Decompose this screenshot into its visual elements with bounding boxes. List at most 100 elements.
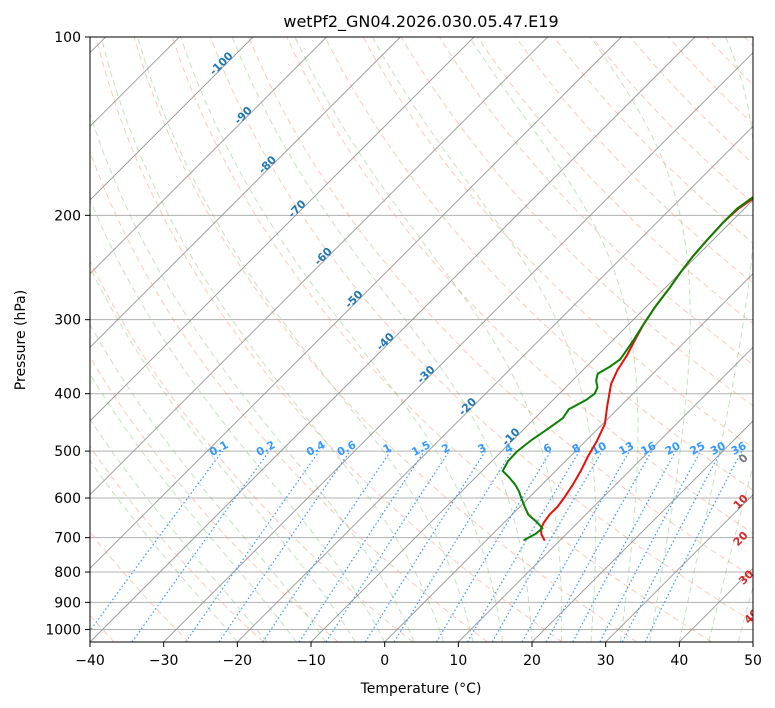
pressure-gridlines	[90, 37, 753, 630]
dry-adiabat	[133, 37, 638, 642]
moist-adiabat	[137, 37, 474, 642]
mixing-ratio-label: 25	[688, 439, 708, 458]
isotherm	[90, 37, 549, 496]
dry-adiabat	[515, 37, 753, 284]
x-tick-label: 30	[597, 653, 615, 669]
y-tick-label: 200	[54, 208, 81, 224]
x-tick-label: −30	[149, 653, 179, 669]
mixing-ratio-line	[572, 450, 677, 642]
chart-title: wetPf2_GN04.2026.030.05.47.E19	[283, 12, 558, 32]
isotherm	[90, 37, 475, 422]
dry-adiabat	[477, 37, 753, 325]
y-tick-label: 600	[54, 491, 81, 507]
mixing-ratio-line	[325, 450, 450, 642]
mixing-ratio-label: 16	[639, 439, 659, 458]
mixing-ratio-label: 20	[663, 439, 683, 458]
moist-adiabat	[708, 464, 753, 642]
dry-adiabat	[90, 259, 414, 642]
moist-adiabat	[590, 37, 691, 642]
mixing-ratio-line	[185, 450, 320, 642]
dewpoint-trace	[501, 195, 753, 541]
dry-adiabat	[171, 37, 712, 642]
isotherm	[384, 272, 753, 642]
dry-adiabat	[90, 445, 264, 642]
x-tick-label: 50	[744, 653, 762, 669]
moist-adiabat	[180, 37, 503, 642]
dry-adiabat	[400, 37, 753, 407]
x-tick-label: −20	[223, 653, 253, 669]
moist-adiabat	[737, 585, 753, 642]
mixing-ratio-line	[131, 450, 270, 642]
mixing-ratio-line	[521, 450, 631, 642]
isotherm	[457, 346, 753, 642]
moist-adiabat	[294, 37, 563, 642]
dry-adiabat	[591, 37, 753, 204]
mixing-ratio-lines	[90, 450, 743, 642]
mixing-ratio-label: 36	[729, 439, 749, 458]
mixing-ratio-line	[364, 450, 486, 642]
moist-adiabat	[231, 37, 533, 642]
plot-area: -100-90-80-70-60-50-40-30-20-100.1 0.2 0.4…	[90, 37, 762, 642]
moist-adiabat	[90, 112, 415, 642]
y-axis-title: Pressure (hPa)	[13, 290, 29, 390]
mixing-ratio-line	[491, 450, 603, 642]
y-tick-label: 800	[54, 565, 81, 581]
moist-adiabat	[90, 266, 356, 642]
dry-adiabats	[90, 37, 753, 642]
moist-adiabat	[90, 323, 327, 642]
moist-adiabat	[90, 418, 268, 642]
moist-adiabat	[90, 198, 386, 642]
moist-adiabats	[90, 37, 753, 642]
isotherm	[90, 37, 328, 275]
moist-adiabat	[468, 37, 639, 642]
moist-adiabat	[678, 37, 753, 642]
mixing-ratio-line	[218, 450, 351, 642]
dry-adiabat	[248, 37, 753, 578]
x-axis-ticks: −40 −30 −20 −10 0 10 20 30 40 50	[75, 642, 762, 669]
isotherm	[310, 199, 753, 642]
mixing-ratio-line	[545, 450, 653, 642]
x-tick-label: 20	[523, 653, 541, 669]
isotherms	[90, 37, 753, 642]
mixing-ratio-line	[393, 450, 513, 642]
mixing-ratio-label: 30	[708, 439, 728, 458]
isotherm	[163, 51, 753, 642]
moist-adiabat	[90, 459, 238, 642]
x-axis-title: Temperature (°C)	[360, 681, 482, 697]
mixing-ratio-line	[466, 450, 580, 642]
dry-adiabat	[210, 37, 753, 623]
x-tick-label: −10	[296, 653, 326, 669]
isotherm	[90, 37, 622, 570]
mixing-ratio-line	[90, 450, 223, 632]
moist-adiabat	[90, 373, 297, 642]
isotherm	[90, 37, 254, 201]
isotherm	[531, 420, 753, 642]
mixing-ratio-label: 13	[617, 439, 637, 458]
isotherm	[90, 37, 401, 349]
y-tick-label: 900	[54, 595, 81, 611]
y-tick-label: 1000	[45, 622, 81, 638]
y-tick-label: 100	[54, 30, 81, 46]
x-tick-label: 0	[380, 653, 389, 669]
x-tick-label: −40	[75, 653, 105, 669]
y-axis-ticks: 100 200 300 400 500 600 700 800 900 1000	[45, 30, 90, 638]
dry-adiabat	[95, 37, 563, 642]
y-tick-label: 300	[54, 313, 81, 329]
x-tick-label: 10	[449, 653, 467, 669]
y-tick-label: 500	[54, 444, 81, 460]
y-tick-label: 400	[54, 387, 81, 403]
moist-adiabat	[371, 37, 597, 642]
plot-frame	[89, 36, 754, 643]
isotherm	[236, 125, 753, 642]
isotherm	[605, 493, 753, 642]
moist-adiabat-label: 40	[742, 606, 762, 626]
dry-adiabat	[629, 37, 753, 165]
x-tick-label: 40	[670, 653, 688, 669]
moist-adiabat	[100, 37, 445, 642]
dry-adiabat	[324, 37, 753, 491]
isotherm	[90, 37, 696, 642]
sounding-traces	[501, 195, 753, 541]
mixing-ratio-line	[435, 450, 552, 642]
